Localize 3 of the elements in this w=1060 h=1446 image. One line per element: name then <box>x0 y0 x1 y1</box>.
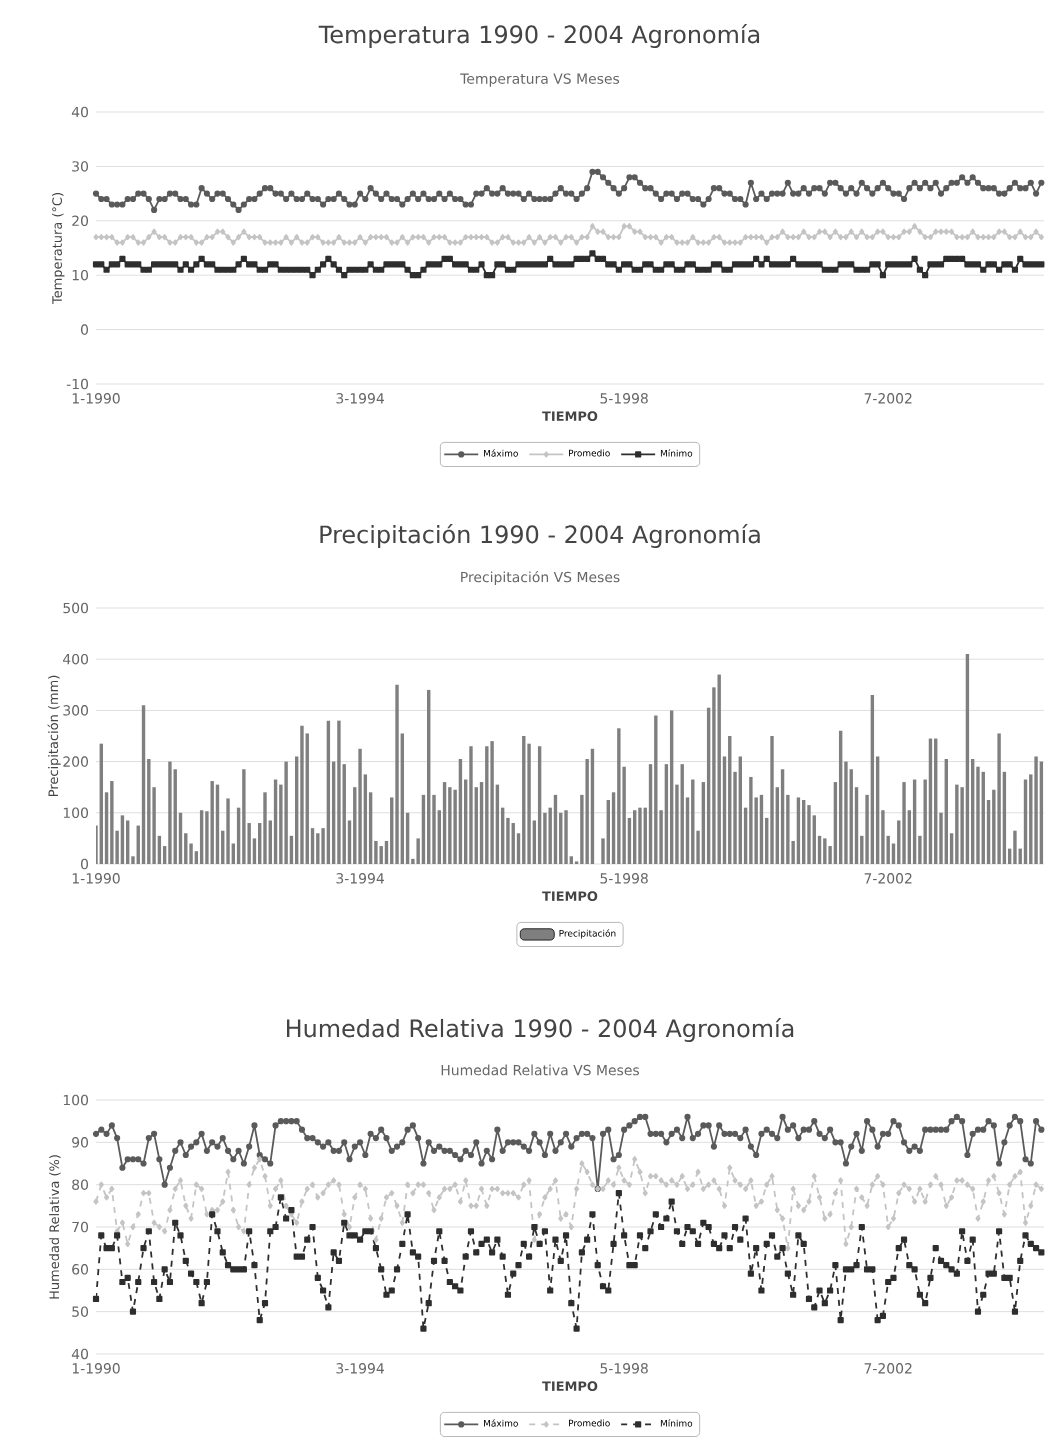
chart-title: Humedad Relativa 1990 - 2004 Agronomía <box>287 1017 794 1043</box>
chart-title: Temperatura 1990 - 2004 Agronomía <box>318 23 760 49</box>
chart-title: Precipitación 1990 - 2004 Agronomía <box>320 523 760 549</box>
